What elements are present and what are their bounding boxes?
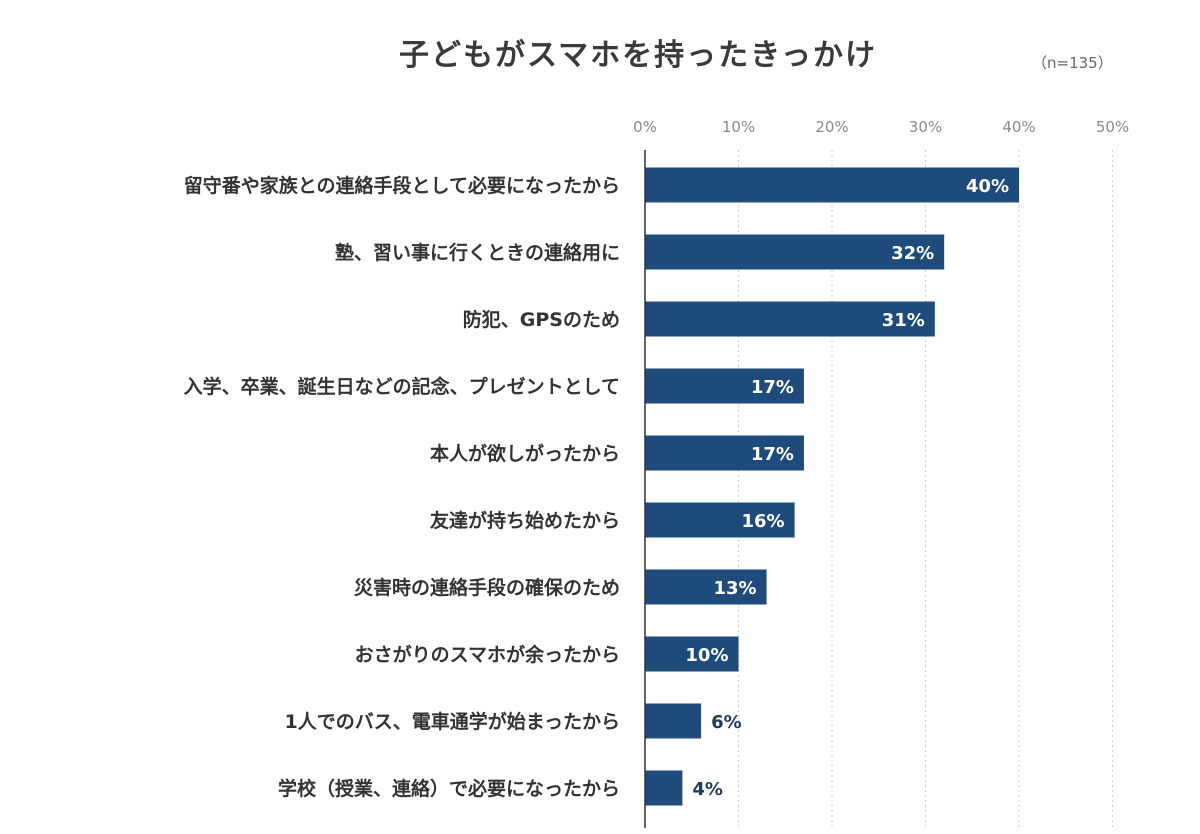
category-label: 塾、習い事に行くときの連絡用に (335, 241, 620, 264)
bar (645, 703, 702, 739)
category-label: おさがりのスマホが余ったから (355, 643, 620, 666)
sample-size-note: （n=135） (1032, 54, 1113, 72)
x-tick-label: 20% (815, 118, 848, 136)
category-label: 留守番や家族との連絡手段として必要になったから (184, 174, 620, 197)
chart-title: 子どもがスマホを持ったきっかけ (399, 38, 877, 73)
data-label: 17% (751, 444, 794, 465)
data-label: 32% (891, 243, 934, 264)
x-tick-label: 0% (633, 118, 657, 136)
bar (645, 636, 739, 672)
data-label: 16% (742, 511, 785, 532)
data-label: 4% (692, 779, 723, 800)
category-label: 本人が欲しがったから (430, 442, 620, 465)
bar (645, 368, 804, 404)
category-label: 学校（授業、連絡）で必要になったから (278, 777, 620, 800)
bar (645, 502, 795, 538)
bar (645, 234, 945, 270)
x-tick-label: 40% (1002, 118, 1035, 136)
bar (645, 569, 767, 605)
category-label: 入学、卒業、誕生日などの記念、プレゼントとして (184, 375, 620, 398)
x-tick-label: 30% (909, 118, 942, 136)
bar (645, 770, 683, 806)
data-label: 13% (713, 578, 756, 599)
bar (645, 435, 804, 471)
bar (645, 301, 935, 337)
category-label: 友達が持ち始めたから (430, 509, 620, 532)
data-label: 10% (685, 645, 728, 666)
category-label: 災害時の連絡手段の確保のため (354, 576, 620, 599)
x-tick-label: 50% (1096, 118, 1129, 136)
category-label: 1人でのバス、電車通学が始まったから (285, 710, 620, 733)
bar (645, 167, 1019, 203)
data-label: 17% (751, 377, 794, 398)
x-tick-label: 10% (722, 118, 755, 136)
data-label: 40% (966, 176, 1009, 197)
data-label: 6% (711, 712, 742, 733)
category-label: 防犯、GPSのため (463, 308, 620, 331)
data-label: 31% (882, 310, 925, 331)
